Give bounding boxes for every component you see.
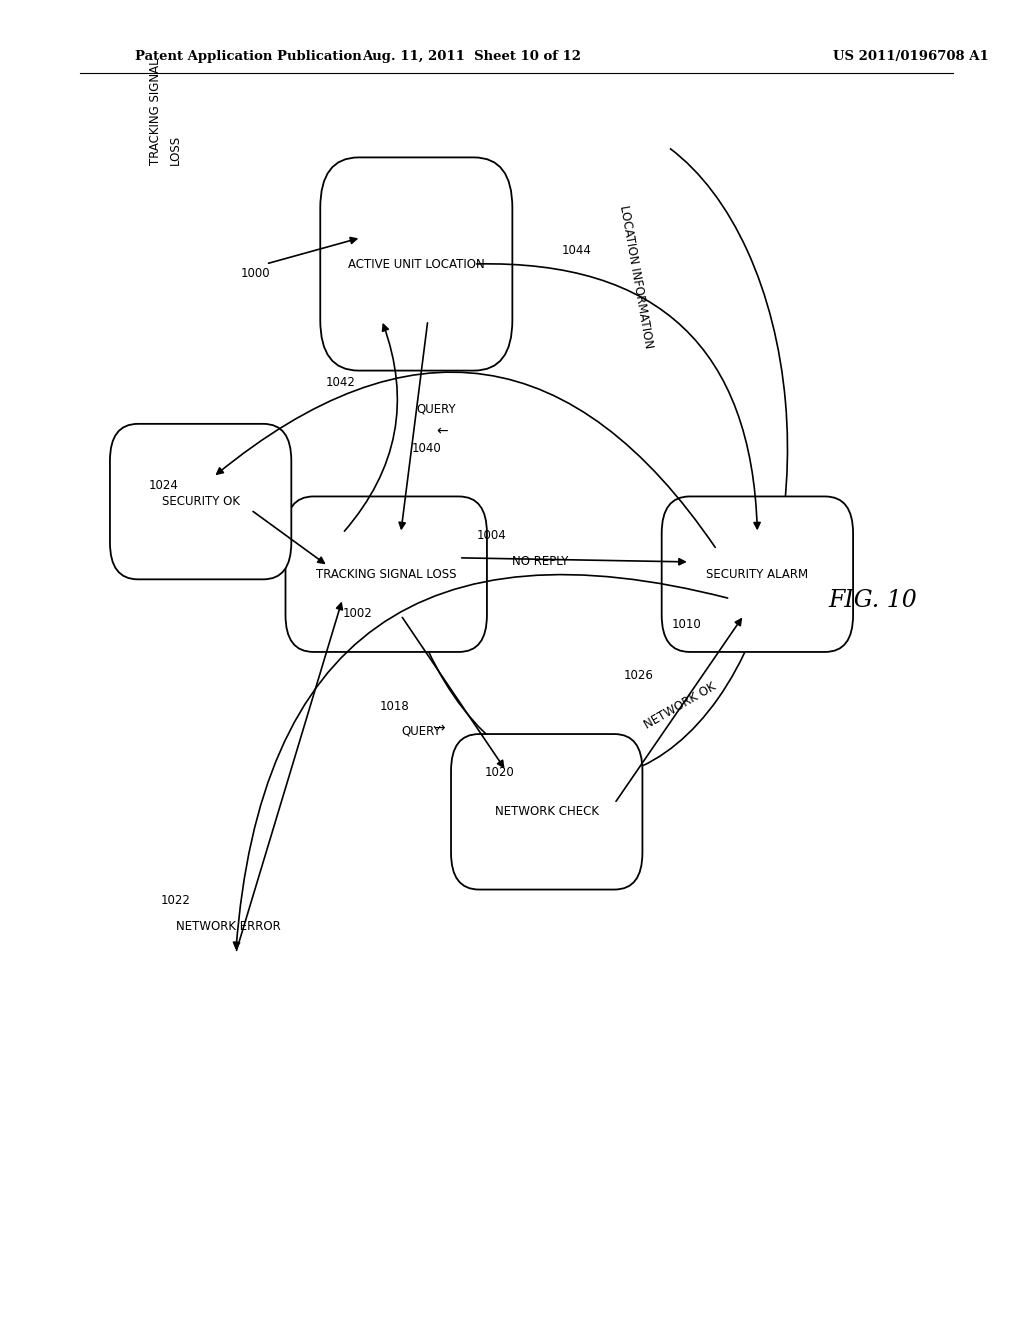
Text: NETWORK CHECK: NETWORK CHECK [495,805,599,818]
Text: FIG. 10: FIG. 10 [828,589,918,612]
Text: QUERY: QUERY [417,403,456,416]
Text: NETWORK OK: NETWORK OK [642,680,719,733]
FancyBboxPatch shape [451,734,642,890]
Text: 1042: 1042 [326,376,356,389]
FancyBboxPatch shape [321,157,512,371]
Text: NO REPLY: NO REPLY [512,554,568,568]
Text: →: → [433,722,445,735]
Text: 1004: 1004 [476,529,506,543]
Text: Patent Application Publication: Patent Application Publication [135,50,362,63]
Text: SECURITY OK: SECURITY OK [162,495,240,508]
Text: 1018: 1018 [379,700,409,713]
Text: 1000: 1000 [241,267,270,280]
Text: US 2011/0196708 A1: US 2011/0196708 A1 [833,50,988,63]
Text: 1040: 1040 [412,442,441,455]
Text: SECURITY ALARM: SECURITY ALARM [707,568,809,581]
Text: 1002: 1002 [343,607,373,620]
Text: NETWORK ERROR: NETWORK ERROR [175,920,281,933]
Text: 1044: 1044 [562,244,592,257]
Text: 1010: 1010 [672,618,701,631]
Text: ←: ← [436,425,449,438]
FancyBboxPatch shape [286,496,487,652]
FancyBboxPatch shape [110,424,291,579]
Text: LOSS: LOSS [169,135,182,165]
Text: 1026: 1026 [624,669,654,682]
Text: TRACKING SIGNAL LOSS: TRACKING SIGNAL LOSS [316,568,457,581]
Text: TRACKING SIGNAL: TRACKING SIGNAL [148,58,162,165]
Text: Aug. 11, 2011  Sheet 10 of 12: Aug. 11, 2011 Sheet 10 of 12 [362,50,581,63]
Text: 1020: 1020 [484,766,514,779]
Text: QUERY: QUERY [401,725,441,738]
Text: 1022: 1022 [161,894,190,907]
Text: ACTIVE UNIT LOCATION: ACTIVE UNIT LOCATION [348,257,484,271]
Text: 1024: 1024 [148,479,178,492]
FancyBboxPatch shape [662,496,853,652]
Text: LOCATION INFORMATION: LOCATION INFORMATION [616,205,655,350]
